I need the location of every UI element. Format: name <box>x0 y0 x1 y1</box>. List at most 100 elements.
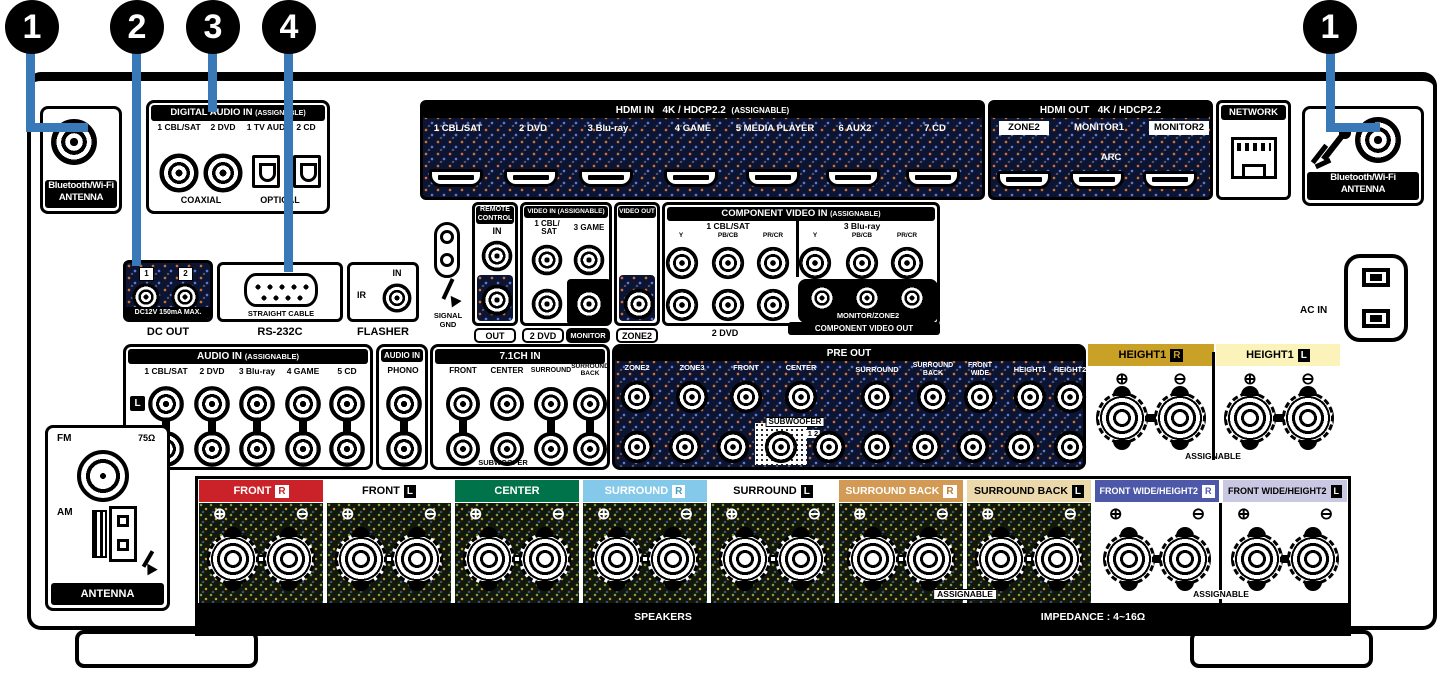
pre-out-subwoofer1-jack-icon <box>764 430 798 464</box>
bt-line1: Bluetooth/Wi-Fi <box>1330 172 1396 183</box>
pre-out-sback-label2: BACK <box>922 370 944 377</box>
bt-antenna-label-left: Bluetooth/Wi-Fi ANTENNA <box>45 180 117 208</box>
pre-out-jack-icon <box>1013 380 1047 414</box>
component-monitor-zone2-box: MONITOR/ZONE2 <box>798 279 938 323</box>
antenna-icon <box>1310 127 1353 173</box>
audio-in-port-4: 4 GAME <box>286 366 320 376</box>
ch71-in-box: 7.1CH IN FRONT CENTER SURROUND SURROUND … <box>430 344 610 470</box>
component-y-label: Y <box>678 232 684 239</box>
phono-jack-icon <box>386 386 422 422</box>
height1-binding-post-icon <box>1282 392 1334 444</box>
bt-antenna-label-right: Bluetooth/Wi-Fi ANTENNA <box>1307 172 1419 200</box>
dc-out-jack-icon <box>132 283 160 311</box>
audio-in-jack-icon <box>239 431 275 467</box>
digital-audio-port-1: 1 CBL/SAT <box>157 122 201 132</box>
video-in-monitor-label: MONITOR <box>566 328 610 343</box>
hdmi-port-icon <box>906 169 960 187</box>
pre-out-jack-icon <box>668 430 702 464</box>
callout-3: 3 <box>186 0 240 54</box>
bt-antenna-box-right: Bluetooth/Wi-Fi ANTENNA <box>1302 106 1424 206</box>
hdmi-in-header: HDMI IN 4K / HDCP2.2 (ASSIGNABLE) <box>423 103 982 118</box>
audio-in-jack-icon <box>194 431 230 467</box>
ch71-jack-icon <box>490 387 524 421</box>
audio-in-l-tag: L <box>130 396 145 411</box>
minus-terminal-icon: ⊖ <box>1173 371 1187 388</box>
band-surround-back-l: SURROUND BACK L <box>967 480 1091 502</box>
pre-out-sback-label1: SURROUND <box>912 362 954 369</box>
component-dvd-label: 2 DVD <box>711 328 739 338</box>
hdmi-in-port-5: 5 MEDIA PLAYER <box>735 123 815 134</box>
height1-l-band: HEIGHT1 L <box>1216 344 1340 366</box>
video-in-cbl-label2: SAT <box>541 227 557 236</box>
band-front-wide-l: FRONT WIDE/HEIGHT2 L <box>1223 480 1347 502</box>
pre-out-subwoofer-label: SUBWOOFER <box>765 417 825 428</box>
audio-in-jack-icon <box>148 386 184 422</box>
speakers-section: FRONT R FRONT L CENTER SURROUND R SURROUND L… <box>195 476 1351 636</box>
component-jack-icon <box>711 288 745 322</box>
digital-audio-header: DIGITAL AUDIO IN (ASSIGNABLE) <box>151 105 325 121</box>
band-surround-r: SURROUND R <box>583 480 707 502</box>
audio-in-assignable: (ASSIGNABLE) <box>244 352 299 361</box>
audio-in-jack-icon <box>285 431 321 467</box>
dc-out-rating: DC12V 150mA MAX. <box>126 307 210 319</box>
pre-out-height2-label: HEIGHT2 <box>1053 365 1087 374</box>
pre-out-subwoofer2-jack-icon <box>812 430 846 464</box>
signal-gnd-terminal: SIGNAL GND <box>432 222 466 342</box>
terminal-block: ⊕ ⊖ <box>1223 503 1347 603</box>
remote-in-jack-icon <box>481 240 513 272</box>
rs232c-cable-label: STRAIGHT CABLE <box>247 309 315 318</box>
callout-1-left: 1 <box>5 0 59 54</box>
bt-line2: ANTENNA <box>1340 184 1386 196</box>
component-pb-label: PB/CB <box>851 232 873 239</box>
flasher-ir-label: IR <box>357 290 366 300</box>
height1-binding-post-icon <box>1154 392 1206 444</box>
ac-in-label: AC IN <box>1300 305 1328 316</box>
band-surround-l: SURROUND L <box>711 480 835 502</box>
bt-line2: ANTENNA <box>58 192 104 204</box>
video-out-header: VIDEO OUT <box>618 206 656 218</box>
pre-out-jack-icon <box>729 380 763 414</box>
pre-out-jack-icon <box>716 430 750 464</box>
component-out-jack-icon <box>853 284 881 312</box>
pre-out-jack-icon <box>916 380 950 414</box>
pre-out-jack-icon <box>860 380 894 414</box>
hdmi-port-icon <box>429 169 483 187</box>
coaxial-label: COAXIAL <box>180 195 222 205</box>
hdmi-out-monitor1-label: MONITOR1 <box>1074 122 1124 133</box>
audio-in-port-1: 1 CBL/SAT <box>144 366 188 376</box>
hdmi-port-icon <box>997 171 1051 189</box>
video-in-jack-icon <box>531 288 563 320</box>
hdmi-out-panel: HDMI OUT 4K / HDCP2.2 ZONE2 MONITOR1 MON… <box>988 100 1213 200</box>
digital-audio-title: DIGITAL AUDIO IN <box>170 107 253 118</box>
phono-header: AUDIO IN <box>381 349 423 362</box>
remote-in-label: IN <box>492 226 502 236</box>
component-divider <box>796 221 799 277</box>
video-out-box: VIDEO OUT <box>614 202 660 326</box>
am-antenna-terminal-icon <box>92 506 142 564</box>
dc-out-2-tag: 2 <box>178 267 193 281</box>
video-in-cbl-label1: 1 CBL/ <box>534 219 560 228</box>
component-bluray-label: 3 Blu-ray <box>843 221 881 231</box>
hdmi-port-icon <box>746 169 800 187</box>
ch71-jack-icon <box>446 432 480 466</box>
rs232c-label: RS-232C <box>257 326 303 338</box>
digital-audio-in-box: DIGITAL AUDIO IN (ASSIGNABLE) 1 CBL/SAT … <box>146 100 330 214</box>
audio-in-jack-icon <box>285 386 321 422</box>
band-front-l: FRONT L <box>327 480 451 502</box>
pre-out-jack-icon <box>620 380 654 414</box>
signal-gnd-label1: SIGNAL <box>433 311 463 320</box>
post-link-bar <box>1267 414 1291 422</box>
pre-out-front-label: FRONT <box>733 363 759 372</box>
fm-antenna-jack-icon <box>77 450 129 502</box>
ch71-front-label: FRONT <box>449 366 477 375</box>
am-label: AM <box>57 507 73 518</box>
pre-out-jack-icon <box>1004 430 1038 464</box>
pre-out-height1-label: HEIGHT1 <box>1013 365 1047 374</box>
speakers-label: SPEAKERS <box>634 611 692 623</box>
flasher-jack-icon <box>382 283 412 313</box>
component-video-box: COMPONENT VIDEO IN (ASSIGNABLE) 1 CBL/SA… <box>662 202 940 326</box>
height1-binding-post-icon <box>1096 392 1148 444</box>
ch71-sback-label1: SURROUND <box>571 363 609 370</box>
pre-out-center-label: CENTER <box>785 363 817 372</box>
height1-r-tag: R <box>1170 348 1184 362</box>
